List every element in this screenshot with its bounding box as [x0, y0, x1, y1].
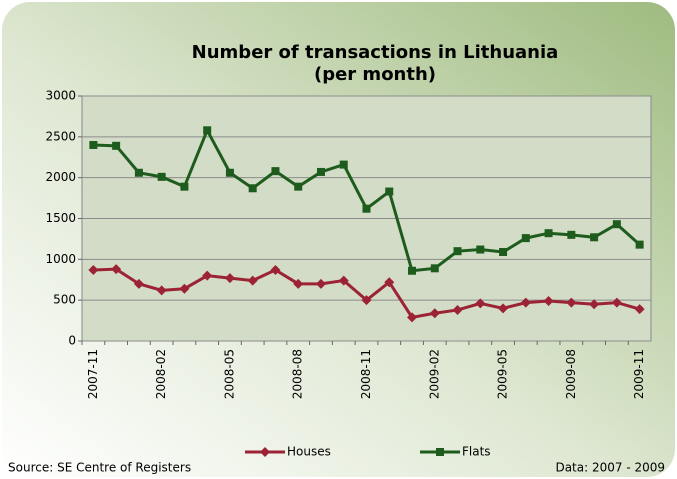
point	[316, 167, 325, 176]
point	[520, 297, 531, 308]
point	[384, 277, 395, 288]
point	[294, 182, 303, 191]
chart-subtitle: (per month)	[314, 64, 436, 85]
legend-marker	[436, 448, 444, 456]
point	[134, 168, 143, 177]
point	[362, 204, 371, 213]
point	[156, 285, 167, 296]
point	[133, 278, 144, 289]
x-tick-label: 2009-05	[496, 349, 510, 399]
point	[611, 297, 622, 308]
point	[293, 278, 304, 289]
x-tick-label: 2008-11	[359, 349, 373, 399]
point	[453, 247, 462, 256]
x-tick-label: 2009-08	[564, 349, 578, 399]
point	[270, 264, 281, 275]
point	[225, 168, 234, 177]
point	[179, 283, 190, 294]
point	[271, 167, 280, 176]
point	[521, 234, 530, 243]
x-tick-label: 2008-05	[222, 349, 236, 399]
y-tick-label: 500	[53, 293, 76, 307]
point	[475, 298, 486, 309]
x-tick-label: 2007-11	[86, 349, 100, 399]
point	[452, 304, 463, 315]
note: Data: 2007 - 2009	[555, 461, 665, 475]
point	[590, 233, 599, 242]
point	[430, 264, 439, 273]
point	[157, 172, 166, 181]
legend-marker	[260, 447, 270, 457]
point	[567, 230, 576, 239]
point	[543, 295, 554, 306]
x-tick-label: 2009-02	[427, 349, 441, 399]
point	[247, 275, 258, 286]
point	[248, 184, 257, 193]
point	[88, 264, 99, 275]
point	[429, 308, 440, 319]
point	[544, 229, 553, 238]
point	[89, 141, 98, 149]
point	[408, 266, 417, 275]
y-tick-label: 1500	[45, 211, 76, 225]
x-tick-label: 2008-02	[154, 349, 168, 399]
legend-label: Houses	[287, 445, 331, 459]
y-tick-label: 2500	[45, 129, 76, 143]
point	[315, 278, 326, 289]
point	[634, 304, 645, 315]
point	[635, 240, 644, 249]
point	[499, 247, 508, 256]
x-tick-label: 2009-11	[632, 349, 646, 399]
point	[361, 295, 372, 306]
x-tick-label: 2008-08	[291, 349, 305, 399]
legend-label: Flats	[462, 445, 491, 459]
point	[498, 303, 509, 314]
y-tick-label: 2000	[45, 170, 76, 184]
point	[112, 141, 121, 150]
chart-title: Number of transactions in Lithuania	[192, 42, 559, 63]
point	[339, 160, 348, 169]
point	[589, 299, 600, 310]
point	[111, 264, 122, 275]
y-tick-label: 1000	[45, 252, 76, 266]
point	[180, 182, 189, 191]
point	[338, 275, 349, 286]
point	[407, 312, 418, 323]
point	[202, 270, 213, 281]
y-tick-label: 0	[68, 334, 76, 348]
source: Source: SE Centre of Registers	[8, 461, 191, 475]
point	[203, 126, 212, 135]
point	[566, 297, 577, 308]
point	[476, 245, 485, 254]
point	[224, 273, 235, 284]
point	[385, 187, 394, 196]
y-tick-label: 3000	[45, 89, 76, 103]
point	[612, 220, 621, 229]
